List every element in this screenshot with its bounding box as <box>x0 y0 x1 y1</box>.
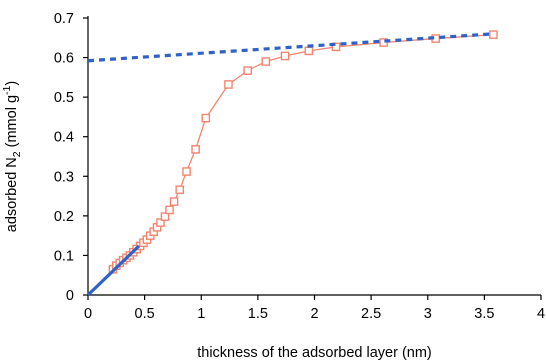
data-point <box>165 205 174 215</box>
data-point <box>489 30 498 39</box>
data-point <box>304 46 314 56</box>
x-tick-label: 4 <box>537 306 545 322</box>
y-tick-label: 0.4 <box>54 130 74 146</box>
y-ticks: 0 0.1 0.2 0.3 0.4 0.5 0.6 0.7 <box>54 11 88 304</box>
axes <box>87 16 541 296</box>
x-tick-label: 3.5 <box>474 306 494 322</box>
data-point <box>169 197 179 206</box>
x-tick-label: 1 <box>197 306 205 322</box>
data-point <box>175 185 185 195</box>
y-tick-label: 0 <box>66 288 74 304</box>
x-tick-label: 0 <box>84 306 92 322</box>
data-point <box>224 80 233 89</box>
y-tick-label: 0.7 <box>54 11 74 27</box>
y-tick-label: 0.6 <box>54 51 74 67</box>
x-tick-label: 2.5 <box>361 306 381 322</box>
y-tick-label: 0.5 <box>54 90 74 106</box>
x-tick-label: 3 <box>424 306 432 322</box>
data-point <box>191 145 200 154</box>
data-point <box>160 212 170 221</box>
y-axis-label-close: ) <box>4 81 20 86</box>
data-point <box>243 66 252 75</box>
data-point <box>379 38 388 47</box>
x-tick-label: 0.5 <box>135 306 155 322</box>
y-axis-label-superscript: -1 <box>1 85 13 94</box>
y-axis-label-units: (mmol g <box>4 95 20 151</box>
y-tick-label: 0.2 <box>54 209 74 225</box>
x-axis-label: thickness of the adsorbed layer (nm) <box>197 345 432 361</box>
extrapolated-dashed-line <box>87 32 494 63</box>
x-ticks: 0 0.5 1 1.5 2 2.5 3 3.5 4 <box>84 295 545 322</box>
data-point <box>201 113 211 123</box>
y-axis-label-main: adsorbed N <box>4 157 20 232</box>
y-axis-label: adsorbed N2 (mmol g-1) <box>1 81 23 232</box>
data-point <box>280 51 290 61</box>
y-tick-label: 0.3 <box>54 169 74 185</box>
plot-area <box>86 30 498 297</box>
x-tick-label: 2 <box>310 306 318 322</box>
x-tick-label: 1.5 <box>248 306 268 322</box>
data-point <box>182 167 191 176</box>
data-point <box>261 57 271 66</box>
linear-fit-line <box>86 244 141 297</box>
data-point <box>331 42 341 52</box>
isotherm-line <box>112 33 494 270</box>
y-axis-label-subscript: 2 <box>11 151 23 157</box>
data-point <box>156 218 165 227</box>
y-tick-label: 0.1 <box>54 248 74 264</box>
